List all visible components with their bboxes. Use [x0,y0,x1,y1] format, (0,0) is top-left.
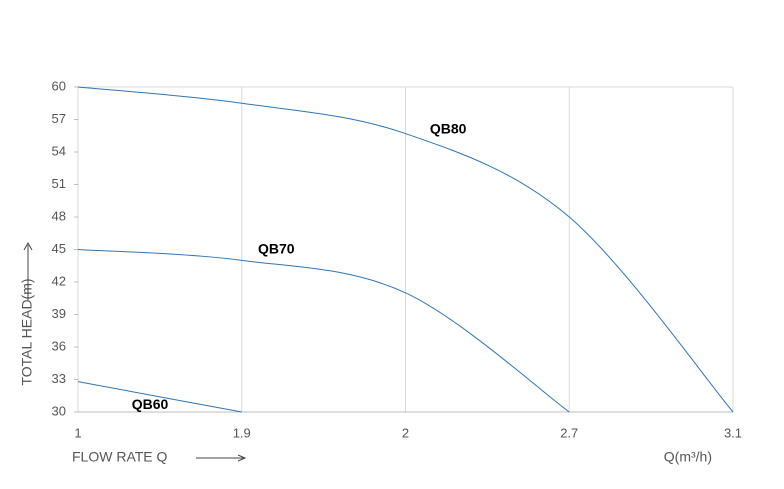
x-axis-title: FLOW RATE Q [72,449,168,465]
y-tick-label: 36 [52,338,66,353]
x-tick-label: 1.9 [233,425,251,440]
y-tick-label: 48 [52,208,66,223]
y-tick-label: 33 [52,371,66,386]
series-line [77,86,734,413]
y-tick-label: 54 [52,143,66,158]
x-tick-label: 2.7 [560,425,578,440]
x-tick-label: 1 [74,425,81,440]
y-tick-label: 39 [52,306,66,321]
series-label: QB60 [132,396,169,412]
series-line [77,381,242,413]
x-tick-label: 3.1 [724,425,742,440]
series-label: QB80 [430,121,467,137]
y-tick-label: 45 [52,241,66,256]
y-tick-label: 60 [52,78,66,93]
y-axis-title: TOTAL HEAD(m) [19,278,35,385]
y-arrow-head [23,241,33,251]
series-line [77,249,570,413]
y-tick-label: 42 [52,273,66,288]
x-arrow-head [237,454,247,462]
y-tick-label: 57 [52,111,66,126]
y-tick-label: 30 [52,403,66,418]
x-unit-label: Q(m³/h) [664,449,712,465]
x-tick-label: 2 [402,425,409,440]
series-label: QB70 [258,241,295,257]
y-tick-label: 51 [52,176,66,191]
